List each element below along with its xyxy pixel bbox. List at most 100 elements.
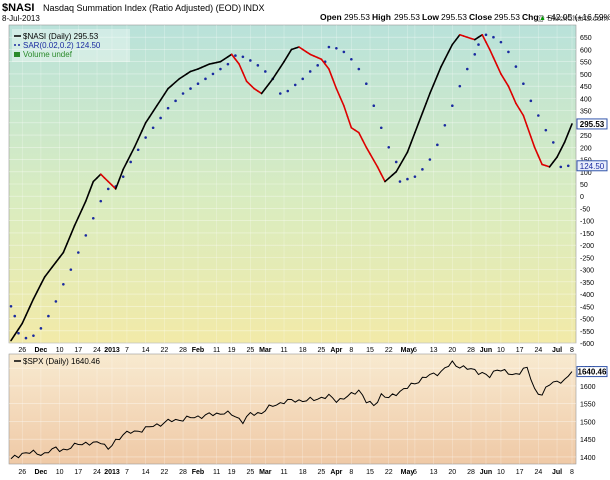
y-tick-label: 600 [580,47,592,54]
sar-point [99,199,103,203]
nasi-value-badge: 295.53 [576,118,608,130]
x-tick-label: 20 [448,347,456,354]
nasi-line-segment [144,116,151,124]
sar-point [62,282,65,286]
x-tick-label: 24 [534,347,542,354]
sar-point [566,164,570,168]
x-tick-label: 24 [534,469,542,476]
spx-series [10,360,573,460]
sar-point [413,175,417,178]
nasi-line-segment [559,141,566,151]
lower-legend-text: $SPX (Daily) 1640.46 [23,357,100,366]
sar-point [91,216,95,220]
x-tick-label: 14 [142,469,150,476]
nasi-line-segment [242,71,248,83]
x-tick-label: 17 [516,347,524,354]
sar-point [451,104,454,108]
nasi-line-segment [36,283,42,293]
x-tick-label: 11 [213,347,220,354]
x-tick-label: Apr [330,347,342,354]
sar-point [286,89,290,93]
nasi-line-segment [436,65,442,77]
nasi-line-segment [485,41,491,51]
sar-point [308,70,312,73]
nasi-line-segment [17,322,24,330]
sar-point [537,114,540,117]
x-tick-label: 14 [142,347,150,354]
x-tick-label: 10 [497,469,505,476]
x-tick-label: 26 [18,347,26,354]
x-tick-label: 13 [430,347,438,354]
nasi-line-segment [114,178,121,190]
nasi-line-segment [174,78,181,83]
nasi-line-segment [537,155,543,166]
lower-panel-background [8,353,577,465]
x-tick-label: 22 [385,347,393,354]
nasi-line-segment [526,125,532,138]
sar-point [552,141,555,144]
x-tick-label: 18 [299,469,307,476]
nasi-line-segment [230,53,237,61]
y-tick-label: 550 [580,60,592,67]
sar-point [226,62,230,66]
nasi-line-segment [25,306,31,317]
nasi-line-segment [331,78,338,90]
sar-point [204,77,207,81]
sar-point [144,136,147,139]
sar-point [129,160,132,164]
nasi-line-segment [118,168,124,180]
x-tick-label: 11 [213,469,220,476]
nasi-line-segment [283,54,289,63]
x-tick-label: 6 [413,347,417,354]
x-tick-label: May [401,347,415,354]
x-tick-label: 7 [125,347,129,354]
x-tick-label: Dec [34,469,47,476]
nasi-line-segment [73,216,80,227]
nasi-line-segment [62,242,68,254]
x-tick-label: Mar [259,469,272,476]
y-tick-label: -450 [580,304,594,311]
x-tick-label: 11 [280,469,287,476]
open-value: 295.53 [344,12,370,22]
open-label: Open [320,12,342,22]
high-value: 295.53 [394,12,420,22]
nasi-line-segment [133,138,139,149]
sar-point [301,77,305,81]
y-tick-label: 450 [580,84,592,91]
nasi-line-segment [358,131,364,141]
nasi-line-segment [77,208,83,219]
nasi-line-segment [238,63,244,74]
sar-point [278,92,282,95]
x-tick-label: Jun [480,469,492,476]
sar-point [428,158,432,161]
y-tick-label: 1600 [580,384,596,391]
nasi-line-segment [440,58,446,68]
nasi-line-segment [129,146,136,156]
spx-value-badge: 1640.46 [576,366,608,378]
nasi-line-segment [92,177,98,183]
x-tick-label: 28 [467,469,475,476]
nasi-line-segment [417,112,424,124]
x-tick-label: 26 [18,469,26,476]
nasi-line-segment [492,56,499,67]
nasi-line-segment [58,251,65,259]
sar-point [106,187,110,191]
legend-volume-swatch [14,52,20,57]
sar-point [398,180,402,183]
nasi-line-segment [410,131,416,144]
sar-point [13,314,17,318]
nasi-line-segment [335,87,341,98]
sar-series [9,33,570,340]
sar-point [492,35,495,39]
y-tick-label: 500 [580,72,592,79]
x-tick-label: Jul [552,469,562,476]
sar-point [174,99,177,103]
nasi-line-segment [481,33,487,43]
exchange-label: INDX [243,3,265,13]
nasi-line-segment [66,233,72,245]
lower-y-axis: 140014501500155016001650 [580,366,596,462]
sar-point [522,82,525,86]
chg-arrow-icon: ▲ [539,15,546,22]
x-tick-label: May [401,469,415,476]
nasi-line-segment [286,48,293,57]
